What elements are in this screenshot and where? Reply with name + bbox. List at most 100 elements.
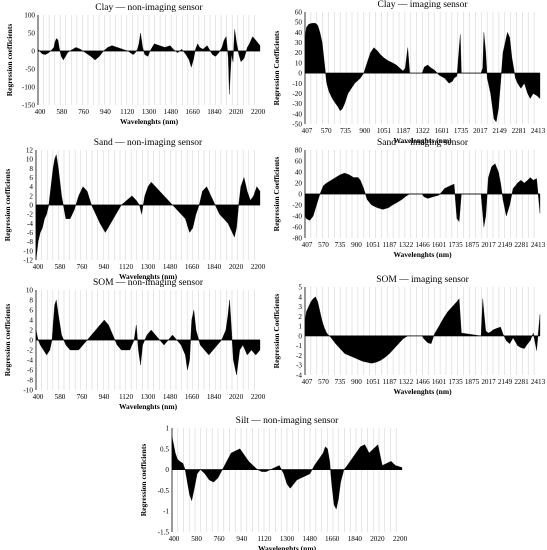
x-tick-label: 1051 <box>366 378 381 386</box>
y-axis-label: Regression Coefficients <box>272 294 281 369</box>
y-tick-label: 0 <box>298 191 302 199</box>
x-tick-label: 1875 <box>465 241 480 249</box>
x-tick-label: 1840 <box>207 393 222 401</box>
x-tick-label: 1480 <box>302 535 317 543</box>
y-tick-label: 0.5 <box>160 445 169 453</box>
y-tick-label: 80 <box>295 147 303 155</box>
y-tick-label: -4 <box>27 357 33 365</box>
x-tick-label: 407 <box>302 241 313 249</box>
x-tick-label: 940 <box>236 535 247 543</box>
chart-title: SOM — imaging sensor <box>376 275 469 285</box>
x-tick-label: 1300 <box>280 535 295 543</box>
y-tick-label: -150 <box>22 102 36 110</box>
x-tick-label: 760 <box>78 108 89 116</box>
x-tick-label: 1120 <box>120 108 135 116</box>
x-tick-label: 2017 <box>481 378 496 386</box>
x-tick-label: 1840 <box>207 263 222 271</box>
x-tick-label: 1120 <box>119 393 134 401</box>
x-axis-label: Wavelenghts (nm) <box>393 136 452 145</box>
y-tick-label: 6 <box>29 174 33 182</box>
x-tick-label: 1322 <box>415 127 430 135</box>
x-tick-label: 1120 <box>119 263 134 271</box>
x-tick-label: 1660 <box>185 393 200 401</box>
x-axis-label: Wavelenghts (nm) <box>393 250 452 259</box>
x-tick-label: 1187 <box>382 241 397 249</box>
y-tick-label: -2 <box>27 211 33 219</box>
x-tick-label: 580 <box>56 108 67 116</box>
x-tick-label: 1466 <box>415 241 430 249</box>
x-tick-label: 407 <box>302 378 313 386</box>
x-tick-label: 2149 <box>498 241 513 249</box>
y-tick-label: -6 <box>27 229 33 237</box>
y-tick-label: 60 <box>295 9 303 17</box>
y-tick-label: 8 <box>29 297 33 305</box>
y-tick-label: 3 <box>298 303 302 311</box>
y-tick-label: -100 <box>22 84 36 92</box>
x-tick-label: 580 <box>55 263 66 271</box>
y-tick-label: 50 <box>295 19 303 27</box>
x-tick-label: 760 <box>77 263 88 271</box>
y-tick-label: -50 <box>292 121 302 129</box>
x-tick-label: 1051 <box>377 127 392 135</box>
series-area <box>304 163 541 228</box>
x-tick-label: 2020 <box>229 263 244 271</box>
x-tick-label: 400 <box>33 393 44 401</box>
x-tick-label: 2200 <box>393 535 408 543</box>
x-tick-label: 570 <box>318 241 329 249</box>
x-tick-label: 2149 <box>492 127 507 135</box>
x-tick-label: 400 <box>33 263 44 271</box>
x-tick-label: 1187 <box>382 378 397 386</box>
y-tick-label: -8 <box>27 377 33 385</box>
y-tick-label: 60 <box>295 158 303 166</box>
x-tick-label: 1735 <box>454 127 469 135</box>
y-tick-label: -6 <box>27 367 33 375</box>
series-area <box>37 29 261 95</box>
x-tick-label: 1875 <box>465 378 480 386</box>
x-tick-label: 900 <box>351 241 362 249</box>
y-tick-label: 0 <box>298 70 302 78</box>
x-tick-label: 1840 <box>207 108 222 116</box>
y-tick-label: 2 <box>298 313 302 321</box>
x-tick-label: 1120 <box>257 535 272 543</box>
x-axis-label: Wavelenghts (nm) <box>119 402 178 411</box>
x-tick-label: 2413 <box>531 378 546 386</box>
y-tick-label: -40 <box>292 110 302 118</box>
x-tick-label: 1466 <box>415 378 430 386</box>
y-tick-label: -50 <box>25 66 35 74</box>
y-tick-label: 40 <box>295 169 303 177</box>
y-tick-label: 0 <box>298 332 302 340</box>
y-tick-label: 5 <box>298 284 302 292</box>
y-axis-label: Regression coefficients <box>5 24 14 97</box>
chart-title: SOM — non-imaging sensor <box>93 278 204 288</box>
y-tick-label: -10 <box>23 247 33 255</box>
x-tick-label: 570 <box>318 378 329 386</box>
x-tick-label: 1660 <box>325 535 340 543</box>
x-tick-label: 735 <box>335 241 346 249</box>
x-tick-label: 940 <box>99 393 110 401</box>
x-axis-label: Wavelenghts (nm) <box>258 544 317 550</box>
x-tick-label: 940 <box>100 108 111 116</box>
y-tick-label: -40 <box>292 213 302 221</box>
y-tick-label: -10 <box>23 387 33 395</box>
x-tick-label: 1051 <box>366 241 381 249</box>
y-tick-label: 4 <box>29 317 33 325</box>
y-tick-label: -8 <box>27 238 33 246</box>
x-tick-label: 735 <box>340 127 351 135</box>
x-tick-label: 1300 <box>142 108 157 116</box>
y-tick-label: 4 <box>298 293 302 301</box>
x-tick-label: 1660 <box>185 263 200 271</box>
x-tick-label: 1601 <box>432 378 447 386</box>
x-tick-label: 940 <box>99 263 110 271</box>
y-tick-label: 10 <box>26 287 34 295</box>
y-tick-label: 20 <box>295 49 303 57</box>
y-axis-label: Regression coefficients <box>3 169 12 242</box>
y-tick-label: -20 <box>292 90 302 98</box>
x-tick-label: 1601 <box>435 127 450 135</box>
x-tick-label: 400 <box>169 535 180 543</box>
